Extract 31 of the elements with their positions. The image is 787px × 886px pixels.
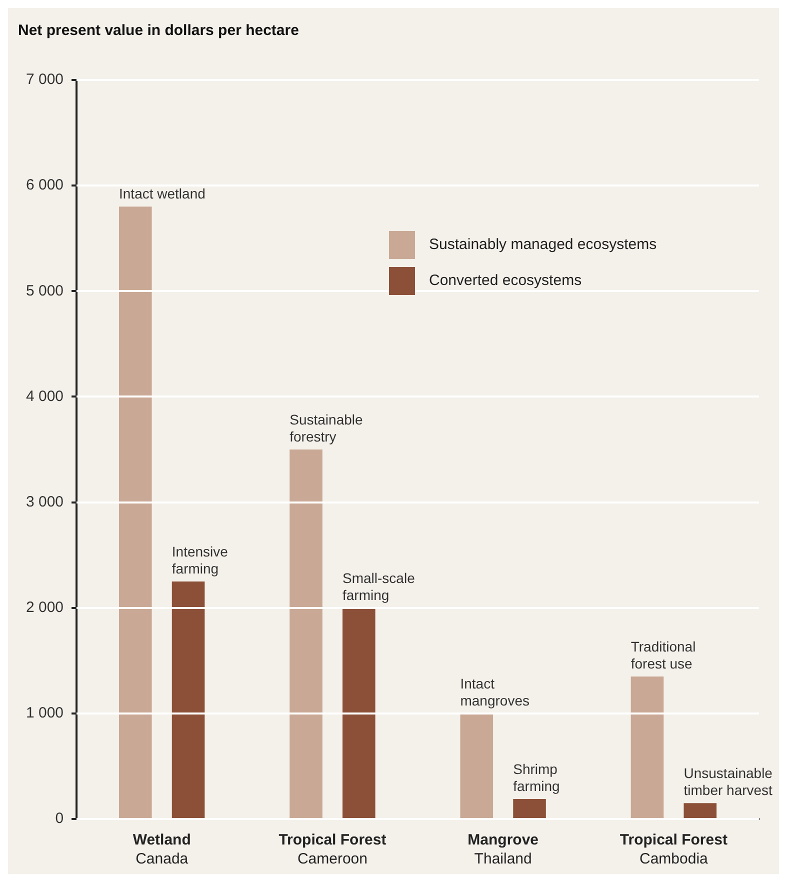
annotation: Unsustainable timber harvest	[684, 765, 773, 798]
bar	[342, 608, 376, 818]
annotation: Traditional forest use	[630, 638, 696, 672]
annotation: Small-scale farming	[342, 570, 416, 603]
bar	[684, 803, 717, 818]
y-tick-label: 0	[55, 810, 64, 828]
bar	[290, 450, 322, 818]
y-axis-title: Net present value in dollars per hectare	[18, 22, 299, 40]
bar	[513, 798, 546, 818]
annotation: Intact mangroves	[460, 675, 530, 708]
x-tick-label: Tropical Forest Cambodia	[620, 832, 728, 868]
y-tick-label: 7 000	[26, 71, 64, 88]
bar	[172, 581, 205, 818]
bar	[460, 713, 494, 818]
y-tick-label: 6 000	[26, 176, 64, 194]
y-tick-label: 5 000	[26, 282, 64, 300]
y-tick-label: 4 000	[26, 388, 64, 405]
y-tick-label: 3 000	[26, 493, 64, 510]
y-tick-label: 2 000	[26, 599, 64, 616]
annotation: Intensive farming	[172, 543, 228, 576]
x-tick-label: Mangrove Thailand	[468, 832, 539, 868]
annotation: Sustainable forestry	[290, 412, 363, 444]
annotation: Shrimp farming	[513, 760, 560, 794]
bar	[630, 676, 664, 818]
x-tick-label: Tropical Forest Cameroon	[278, 832, 386, 868]
x-tick-label: Wetland Canada	[132, 832, 191, 868]
legend-label: Sustainably managed ecosystems	[429, 236, 657, 254]
annotation: Intact wetland	[119, 186, 206, 202]
bar	[119, 206, 152, 818]
legend-label: Converted ecosystems	[429, 272, 582, 290]
y-tick-label: 1 000	[26, 704, 64, 722]
